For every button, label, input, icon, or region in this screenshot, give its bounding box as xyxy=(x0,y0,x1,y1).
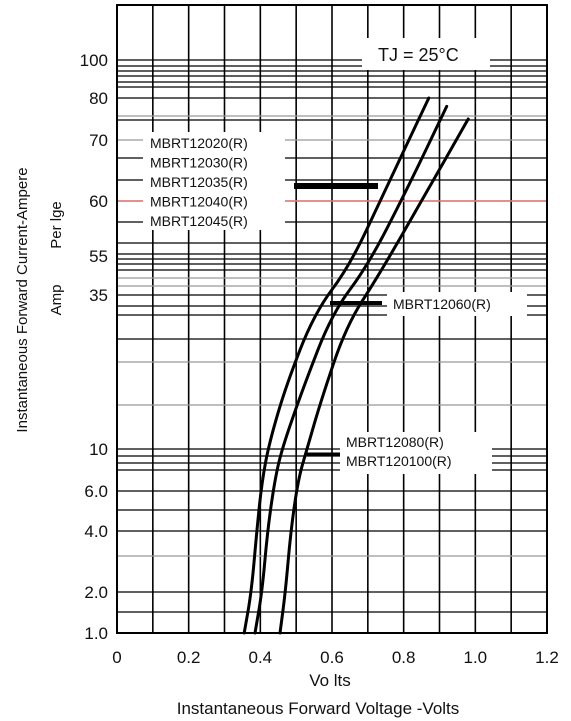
group2-label-box xyxy=(387,292,527,316)
series-label: MBRT12030(R) xyxy=(150,155,248,171)
x-tick-label: 0.4 xyxy=(249,648,273,667)
x-tick-label: 0 xyxy=(112,648,121,667)
y-tick-label: 1.0 xyxy=(84,624,108,643)
y-tick-label: 80 xyxy=(89,89,108,108)
condition-label: TJ = 25°C xyxy=(378,45,459,65)
y-tick-label: 35 xyxy=(89,286,108,305)
y-tick-label: 55 xyxy=(89,247,108,266)
y-tick-labels: 100 80 70 60 55 35 10 6.0 4.0 2.0 1.0 xyxy=(80,51,108,643)
x-tick-label: 0.2 xyxy=(177,648,201,667)
group1-label-box xyxy=(143,132,285,230)
condition-box xyxy=(362,38,490,70)
series-curve-3 xyxy=(278,117,470,635)
x-tick-label: 0.8 xyxy=(392,648,416,667)
y-tick-label: 6.0 xyxy=(84,482,108,501)
y-tick-label: 60 xyxy=(89,192,108,211)
x-tick-label: 0.6 xyxy=(320,648,344,667)
group3-label-box xyxy=(340,432,492,474)
series-curve-1 xyxy=(242,96,431,635)
plot-frame xyxy=(116,4,548,634)
series-label: MBRT12080(R) xyxy=(346,434,444,450)
series-label: MBRT12060(R) xyxy=(393,296,491,312)
y-tick-label: 2.0 xyxy=(84,583,108,602)
y-axis-label-main: Instantaneous Forward Current-Ampere xyxy=(14,167,31,432)
series-label: MBRT120100(R) xyxy=(346,453,452,469)
series-label: MBRT12045(R) xyxy=(150,213,248,229)
curves xyxy=(242,96,470,635)
x-tick-label: 1.2 xyxy=(535,648,559,667)
series-label: MBRT12040(R) xyxy=(150,194,248,210)
y-axis-label-sub2: Amp xyxy=(48,285,65,316)
x-tick-labels: 0 0.2 0.4 0.6 0.8 1.0 1.2 xyxy=(112,648,559,667)
x-axis-label-top: Vo lts xyxy=(309,671,351,690)
y-tick-label: 100 xyxy=(80,51,108,70)
x-tick-label: 1.0 xyxy=(464,648,488,667)
annotations: TJ = 25°C MBRT12020(R) MBRT12030(R) MBRT120… xyxy=(143,38,527,474)
y-tick-label: 10 xyxy=(89,440,108,459)
y-tick-label: 70 xyxy=(89,131,108,150)
series-label: MBRT12035(R) xyxy=(150,174,248,190)
series-curve-2 xyxy=(253,104,449,635)
y-tick-label: 4.0 xyxy=(84,522,108,541)
series-label: MBRT12020(R) xyxy=(150,135,248,151)
y-axis-label-sub1: Per lge xyxy=(48,201,65,249)
x-axis-label-bottom: Instantaneous Forward Voltage -Volts xyxy=(177,699,460,718)
